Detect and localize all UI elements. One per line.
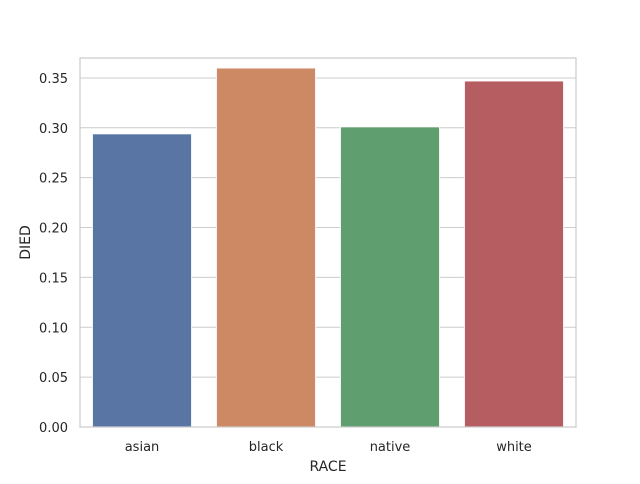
y-axis-label: DIED bbox=[18, 225, 34, 260]
x-tick-label-native: native bbox=[370, 440, 411, 455]
bar-native bbox=[339, 126, 441, 428]
y-tick-label: 0.25 bbox=[39, 172, 68, 187]
x-tick-label-black: black bbox=[249, 440, 284, 455]
y-tick-label: 0.15 bbox=[39, 271, 68, 286]
bar-white bbox=[463, 80, 565, 428]
bar-black bbox=[215, 67, 317, 428]
x-tick-labels: asian black native white bbox=[125, 440, 532, 455]
y-tick-label: 0.00 bbox=[39, 421, 68, 436]
y-tick-labels: 0.00 0.05 0.10 0.15 0.20 0.25 0.30 0.35 bbox=[39, 72, 68, 436]
y-tick-label: 0.05 bbox=[39, 371, 68, 386]
plot-frame bbox=[79, 57, 577, 428]
y-tick-label: 0.20 bbox=[39, 222, 68, 237]
y-tick-label: 0.10 bbox=[39, 321, 68, 336]
x-axis-label: RACE bbox=[309, 459, 346, 475]
bar-asian bbox=[91, 133, 193, 428]
bars bbox=[91, 67, 565, 428]
y-tick-label: 0.30 bbox=[39, 122, 68, 137]
x-tick-label-asian: asian bbox=[125, 440, 160, 455]
y-tick-label: 0.35 bbox=[39, 72, 68, 87]
x-tick-label-white: white bbox=[496, 440, 532, 455]
